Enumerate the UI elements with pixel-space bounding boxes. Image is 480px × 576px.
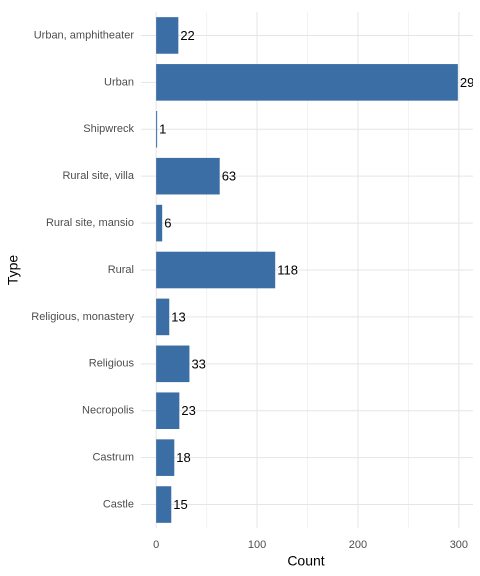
y-tick-label: Urban, amphitheater (34, 29, 135, 41)
y-tick-label: Rural (108, 264, 134, 276)
x-tick-label: 200 (349, 539, 367, 551)
x-axis-title: Count (287, 553, 324, 569)
y-tick-label: Castrum (92, 452, 134, 464)
x-tick-label: 0 (153, 539, 159, 551)
value-label: 15 (173, 497, 187, 512)
y-tick-label: Religious, monastery (31, 311, 134, 323)
y-tick-label: Castle (103, 498, 134, 510)
bar (156, 251, 276, 289)
bar (156, 17, 179, 54)
x-tick-label: 300 (450, 539, 468, 551)
y-tick-label: Religious (89, 358, 135, 370)
y-tick-label: Urban (104, 76, 134, 88)
value-label: 118 (277, 262, 298, 277)
bar (156, 157, 220, 195)
y-tick-label: Necropolis (82, 405, 134, 417)
bar (156, 486, 172, 523)
value-label: 23 (181, 403, 195, 418)
bar (156, 110, 158, 148)
value-label: 6 (164, 216, 171, 231)
bar (156, 298, 170, 336)
y-axis-title: Type (5, 255, 21, 286)
bar (156, 64, 458, 101)
bar (156, 345, 190, 383)
value-label: 33 (191, 356, 205, 371)
value-label: 299 (460, 75, 480, 90)
y-tick-label: Rural site, mansio (46, 217, 134, 229)
value-label: 22 (180, 28, 194, 43)
bar (156, 439, 175, 476)
value-label: 63 (222, 169, 236, 184)
value-label: 18 (176, 450, 190, 465)
value-label: 1 (159, 122, 166, 137)
value-label: 13 (171, 309, 185, 324)
x-tick-label: 100 (248, 539, 266, 551)
bar (156, 204, 163, 242)
y-tick-label: Shipwreck (83, 123, 134, 135)
bar (156, 392, 180, 430)
y-tick-label: Rural site, villa (62, 170, 134, 182)
